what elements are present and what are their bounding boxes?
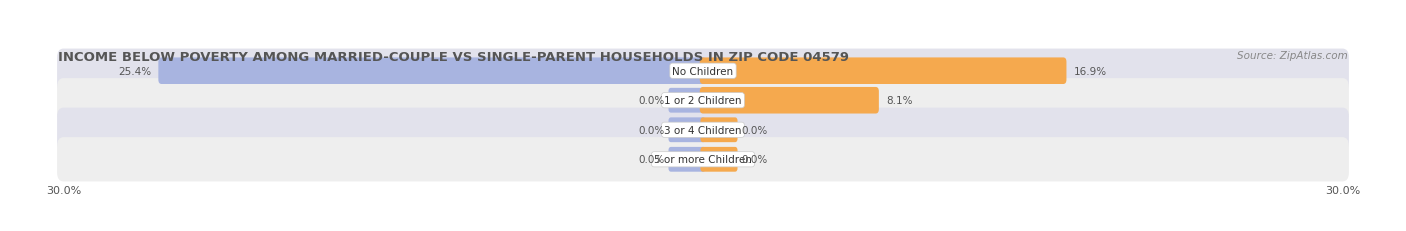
Text: 5 or more Children: 5 or more Children [654,155,752,164]
FancyBboxPatch shape [58,49,1348,94]
Text: 1 or 2 Children: 1 or 2 Children [664,96,742,106]
Text: 8.1%: 8.1% [886,96,912,106]
Text: 0.0%: 0.0% [638,155,665,164]
Text: Source: ZipAtlas.com: Source: ZipAtlas.com [1237,51,1348,61]
FancyBboxPatch shape [58,108,1348,152]
FancyBboxPatch shape [700,118,738,143]
Text: 0.0%: 0.0% [741,125,768,135]
FancyBboxPatch shape [700,88,879,114]
FancyBboxPatch shape [700,147,738,172]
FancyBboxPatch shape [668,118,706,143]
FancyBboxPatch shape [159,58,706,85]
Text: 16.9%: 16.9% [1074,67,1107,76]
Text: 0.0%: 0.0% [741,155,768,164]
FancyBboxPatch shape [58,79,1348,123]
Text: 3 or 4 Children: 3 or 4 Children [664,125,742,135]
Text: 25.4%: 25.4% [118,67,150,76]
FancyBboxPatch shape [668,88,706,113]
Text: 0.0%: 0.0% [638,125,665,135]
Text: INCOME BELOW POVERTY AMONG MARRIED-COUPLE VS SINGLE-PARENT HOUSEHOLDS IN ZIP COD: INCOME BELOW POVERTY AMONG MARRIED-COUPL… [58,51,849,64]
Text: 0.0%: 0.0% [638,96,665,106]
FancyBboxPatch shape [58,137,1348,182]
FancyBboxPatch shape [700,58,1066,85]
Text: No Children: No Children [672,67,734,76]
FancyBboxPatch shape [668,147,706,172]
